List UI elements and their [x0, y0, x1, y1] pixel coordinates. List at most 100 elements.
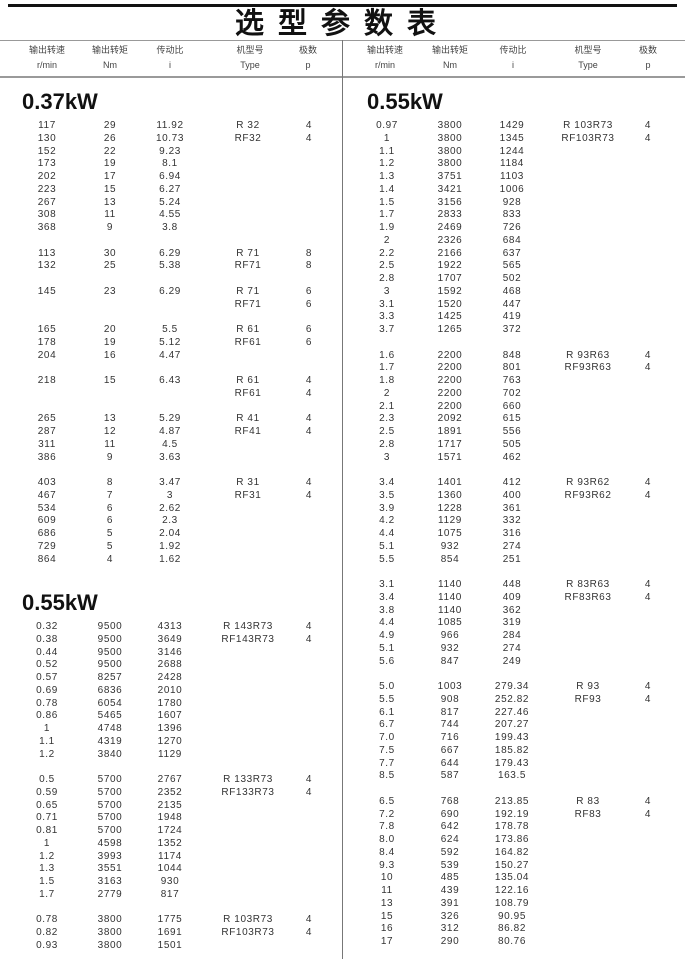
header-unit: Type: [240, 60, 260, 70]
table-row: 0.78 6054 1780: [0, 698, 340, 711]
cell-type: RF83: [574, 808, 602, 820]
cell-torque: 12: [103, 426, 117, 437]
cell-torque: 932: [440, 642, 460, 654]
cell-torque: 624: [440, 834, 460, 845]
table-row: 1 3800 1345 RF103R73 4: [345, 133, 685, 146]
page-title: 选型参数表: [234, 6, 450, 40]
cell-torque: 1085: [437, 617, 463, 629]
table-row: 8.4 592 164.82: [345, 847, 685, 860]
table-row: 7.8 642 178.78: [345, 821, 685, 834]
header-label: 极数: [638, 45, 657, 55]
table-row: 3.3 1425 419: [345, 311, 685, 324]
cell-type: RF93: [574, 693, 602, 705]
cell-ratio: 5.38: [159, 260, 181, 272]
cell-speed: 145: [37, 285, 57, 297]
cell-speed: 0.57: [36, 672, 58, 683]
cell-speed: 7.5: [379, 744, 395, 756]
cell-torque: 11: [104, 438, 116, 450]
cell-speed: 202: [37, 171, 57, 182]
cell-torque: 3800: [97, 939, 123, 951]
cell-speed: 8.4: [379, 846, 395, 858]
table-row: 368 9 3.8: [0, 222, 340, 235]
cell-torque: 1707: [437, 273, 463, 284]
cell-ratio: 1244: [499, 145, 525, 157]
cell-speed: 1.6: [379, 349, 395, 361]
model-group: 403 8 3.47 R 31 4 467 7 3 RF31 4 534 6 2.62 609 6 2.3 68…: [0, 477, 340, 566]
cell-ratio: 185.82: [494, 744, 530, 756]
cell-type: R 93: [576, 681, 600, 692]
cell-torque: 6: [106, 515, 114, 527]
table-row: 4.2 1129 332: [345, 515, 685, 528]
cell-speed: 7.7: [379, 757, 395, 769]
cell-torque: 2833: [437, 209, 463, 221]
cell-speed: 864: [37, 553, 57, 565]
cell-type: R 83: [576, 795, 600, 807]
cell-ratio: 6.94: [159, 171, 181, 182]
cell-torque: 667: [440, 744, 460, 756]
left-column: 0.37kW 117 29 11.92 R 32 4 130 26 10.73 RF32 4 152 2…: [0, 78, 340, 965]
table-row: 2 2326 684: [345, 235, 685, 248]
cell-ratio: 1174: [158, 850, 182, 862]
cell-ratio: 1.62: [159, 553, 181, 565]
cell-speed: 7.0: [379, 732, 395, 743]
cell-speed: 4.9: [379, 630, 395, 641]
cell-speed: 5.0: [379, 681, 395, 692]
cell-torque: 13: [103, 413, 117, 425]
table-row: 7.7 644 179.43: [345, 758, 685, 771]
cell-speed: 686: [37, 528, 57, 539]
cell-torque: 1571: [437, 451, 463, 463]
cell-torque: 19: [103, 336, 117, 348]
cell-speed: 16: [380, 923, 394, 935]
cell-ratio: 1.92: [159, 540, 181, 552]
cell-ratio: 6.29: [159, 247, 181, 259]
cell-type: R 71: [236, 285, 260, 297]
cell-type: R 32: [236, 120, 260, 131]
cell-speed: 8.0: [379, 834, 395, 845]
table-row: 267 13 5.24: [0, 197, 340, 210]
cell-speed: 0.59: [36, 786, 58, 798]
cell-torque: 1922: [437, 260, 463, 272]
cell-ratio: 2.3: [162, 515, 178, 527]
cell-torque: 3993: [97, 850, 123, 862]
cell-speed: 2.1: [379, 400, 395, 412]
cell-speed: 1: [43, 723, 51, 734]
cell-poles: 4: [644, 795, 652, 807]
header-ratio: 传动比 i: [483, 43, 543, 73]
cell-ratio: 80.76: [497, 936, 527, 947]
cell-speed: 6.7: [379, 719, 395, 731]
model-group: 117 29 11.92 R 32 4 130 26 10.73 RF32 4 152 22 9.23 1…: [0, 120, 340, 235]
cell-torque: 1717: [437, 438, 463, 450]
cell-type: R 61: [236, 324, 260, 335]
cell-torque: 966: [440, 630, 460, 641]
cell-speed: 1.5: [39, 876, 55, 887]
cell-ratio: 10.73: [155, 132, 185, 144]
cell-ratio: 462: [502, 451, 522, 463]
model-group: 3.1 1140 448 R 83R63 4 3.4 1140 409 RF83R63 4 3.8 1…: [345, 579, 685, 668]
cell-ratio: 5.24: [159, 196, 181, 208]
cell-torque: 5700: [97, 825, 123, 836]
header-type: 机型号 Type: [558, 43, 618, 73]
table-row: 0.59 5700 2352 RF133R73 4: [0, 787, 340, 800]
cell-ratio: 2688: [157, 659, 183, 671]
model-group: 0.78 3800 1775 R 103R73 4 0.82 3800 1691 RF103R7…: [0, 914, 340, 952]
cell-type: RF93R62: [564, 489, 612, 501]
header-label: 输出转速: [28, 45, 65, 55]
cell-ratio: 173.86: [494, 834, 530, 845]
section-title: 0.55kW: [22, 590, 98, 615]
cell-ratio: 1501: [157, 939, 183, 951]
table-row: 165 20 5.5 R 61 6: [0, 324, 340, 337]
table-row: 0.69 6836 2010: [0, 685, 340, 698]
cell-torque: 9: [106, 222, 114, 233]
cell-poles: 4: [305, 120, 313, 131]
cell-speed: 0.65: [36, 799, 58, 811]
table-row: 16 312 86.82: [345, 923, 685, 936]
cell-speed: 267: [37, 196, 57, 208]
cell-speed: 2: [383, 387, 391, 399]
cell-poles: 6: [305, 298, 313, 310]
cell-ratio: 108.79: [494, 897, 530, 909]
cell-ratio: 2352: [157, 786, 183, 798]
cell-ratio: 556: [502, 426, 522, 437]
cell-speed: 0.93: [36, 939, 58, 951]
table-row: 386 9 3.63: [0, 452, 340, 465]
cell-torque: 1520: [437, 298, 463, 310]
